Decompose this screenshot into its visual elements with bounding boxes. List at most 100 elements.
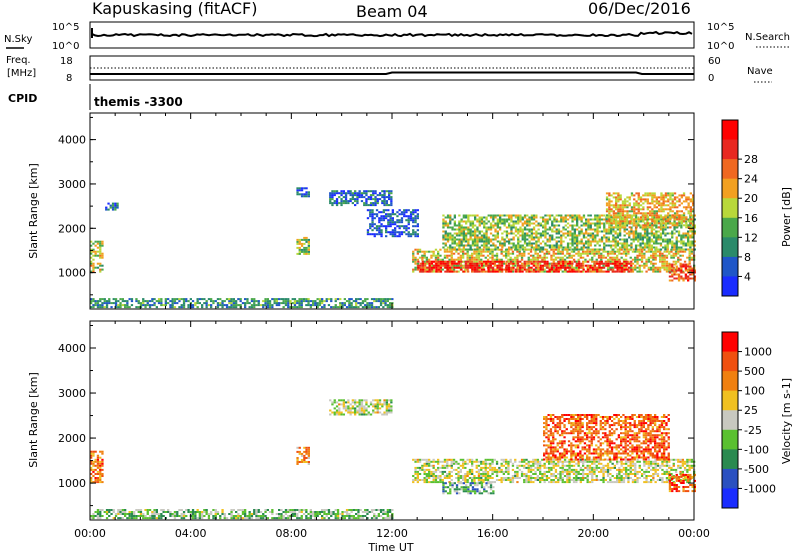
heatmap-cell xyxy=(505,260,508,263)
heatmap-cell xyxy=(492,242,495,245)
heatmap-cell xyxy=(477,268,481,271)
heatmap-cell xyxy=(214,300,217,303)
heatmap-cell xyxy=(555,266,558,269)
heatmap-cell xyxy=(494,234,497,237)
heatmap-cell xyxy=(503,238,506,241)
heatmap-cell xyxy=(668,267,672,270)
heatmap-cell xyxy=(607,244,610,247)
heatmap-cell xyxy=(388,407,391,410)
heatmap-cell xyxy=(446,216,450,219)
heatmap-cell xyxy=(514,222,518,225)
heatmap-cell xyxy=(169,306,172,309)
heatmap-cell xyxy=(510,224,513,227)
heatmap-cell xyxy=(164,298,167,301)
heatmap-cell xyxy=(644,198,647,201)
heatmap-cell xyxy=(510,246,513,249)
heatmap-cell xyxy=(477,252,481,255)
heatmap-cell xyxy=(544,248,547,251)
heatmap-cell xyxy=(318,511,322,513)
heatmap-cell xyxy=(508,238,511,241)
heatmap-cell xyxy=(108,509,111,511)
heatmap-cell xyxy=(669,226,672,229)
heatmap-cell xyxy=(621,218,625,221)
heatmap-cell xyxy=(414,219,417,222)
heatmap-cell xyxy=(487,236,490,239)
heatmap-cell xyxy=(378,401,382,404)
heatmap-cell xyxy=(462,266,465,269)
heatmap-cell xyxy=(307,448,310,451)
heatmap-cell xyxy=(587,224,590,227)
heatmap-cell xyxy=(391,223,394,226)
heatmap-cell xyxy=(498,258,501,261)
heatmap-cell xyxy=(511,270,515,273)
heatmap-cell xyxy=(312,302,315,305)
heatmap-cell xyxy=(662,202,665,205)
heatmap-cell xyxy=(467,240,470,243)
heatmap-cell xyxy=(665,250,669,253)
heatmap-cell xyxy=(354,190,357,193)
heatmap-cell xyxy=(223,304,226,307)
heatmap-cell xyxy=(369,401,373,404)
heatmap-cell xyxy=(416,213,419,216)
heatmap-cell xyxy=(302,300,306,303)
heatmap-cell xyxy=(335,190,339,193)
heatmap-cell xyxy=(469,214,472,217)
heatmap-cell xyxy=(357,517,360,520)
heatmap-cell xyxy=(446,464,449,467)
heatmap-cell xyxy=(378,221,381,224)
heatmap-cell xyxy=(637,234,640,237)
heatmap-cell xyxy=(550,254,553,257)
heatmap-cell xyxy=(105,511,109,513)
heatmap-cell xyxy=(355,517,358,520)
heatmap-cell xyxy=(596,270,599,273)
heatmap-cell xyxy=(230,511,233,513)
heatmap-cell xyxy=(460,228,463,231)
heatmap-cell xyxy=(372,399,375,402)
heatmap-cell xyxy=(617,214,620,217)
heatmap-cell xyxy=(282,511,285,513)
heatmap-cell xyxy=(338,413,341,416)
heatmap-cell xyxy=(510,230,513,233)
heatmap-cell xyxy=(385,190,388,193)
heatmap-cell xyxy=(450,458,453,461)
heatmap-cell xyxy=(244,298,247,301)
heatmap-cell xyxy=(615,212,618,215)
heatmap-cell xyxy=(489,224,493,227)
heatmap-cell xyxy=(416,475,419,477)
heatmap-cell xyxy=(371,233,374,236)
heatmap-cell xyxy=(414,479,417,481)
heatmap-cell xyxy=(99,256,102,259)
heatmap-cell xyxy=(573,234,576,237)
heatmap-cell xyxy=(642,224,645,227)
heatmap-cell xyxy=(671,240,674,243)
heatmap-cell xyxy=(641,240,644,243)
heatmap-cell xyxy=(638,268,641,271)
heatmap-cell xyxy=(291,509,294,511)
heatmap-cell xyxy=(386,513,389,515)
heatmap-cell xyxy=(666,214,669,217)
heatmap-cell xyxy=(638,264,641,267)
heatmap-cell xyxy=(383,399,386,402)
heatmap-cell xyxy=(403,211,406,214)
heatmap-cell xyxy=(405,215,408,218)
heatmap-cell xyxy=(466,250,469,253)
heatmap-cell xyxy=(671,206,674,209)
heatmap-cell xyxy=(99,468,102,471)
heatmap-cell xyxy=(391,219,394,222)
heatmap-cell xyxy=(546,232,549,235)
heatmap-cell xyxy=(625,242,629,245)
heatmap-cell xyxy=(646,246,649,249)
heatmap-cell xyxy=(498,264,501,267)
heatmap-cell xyxy=(615,224,618,227)
heatmap-cell xyxy=(246,515,249,517)
heatmap-cell xyxy=(530,228,533,231)
heatmap-cell xyxy=(566,262,569,265)
heatmap-cell xyxy=(428,462,431,465)
heatmap-cell xyxy=(380,211,383,214)
heatmap-cell xyxy=(499,240,502,243)
heatmap-cell xyxy=(307,300,310,303)
heatmap-cell xyxy=(685,216,688,219)
heatmap-cell xyxy=(616,250,619,253)
heatmap-cell xyxy=(491,270,495,273)
heatmap-cell xyxy=(385,225,388,228)
